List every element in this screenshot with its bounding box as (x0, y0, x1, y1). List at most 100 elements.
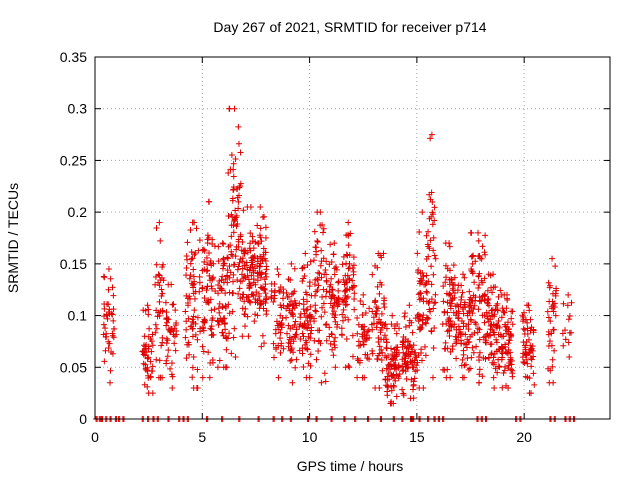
data-point (378, 357, 385, 364)
data-point (216, 300, 223, 307)
data-point (372, 262, 379, 269)
data-point (446, 332, 453, 339)
data-point (287, 357, 294, 364)
data-point (261, 285, 268, 292)
data-point (190, 273, 197, 280)
data-point (209, 317, 216, 324)
data-point (239, 255, 246, 262)
data-point (291, 265, 298, 272)
data-point (186, 351, 193, 358)
data-point (529, 343, 536, 350)
y-axis-label: SRMTID / TECUs (5, 183, 21, 293)
data-point (246, 285, 253, 292)
data-point (216, 357, 223, 364)
data-point (344, 293, 351, 300)
data-point (425, 228, 432, 235)
data-point (451, 281, 458, 288)
data-point (320, 225, 327, 232)
data-point (479, 312, 486, 319)
data-point (468, 267, 475, 274)
data-point (315, 269, 322, 276)
data-point (296, 323, 303, 330)
data-point (237, 233, 244, 240)
data-point (330, 251, 337, 258)
data-point (167, 328, 174, 335)
data-point (139, 348, 146, 355)
data-point (447, 348, 454, 355)
data-point (483, 309, 490, 316)
data-point (346, 251, 353, 258)
data-point (234, 266, 241, 273)
data-point (488, 350, 495, 357)
data-point (313, 308, 320, 315)
data-point (163, 314, 170, 321)
data-point (499, 354, 506, 361)
data-point (425, 300, 432, 307)
data-point (546, 338, 553, 345)
data-point (199, 285, 206, 292)
data-point (256, 290, 263, 297)
data-point (357, 297, 364, 304)
data-point (233, 223, 240, 230)
data-point (100, 321, 107, 328)
data-point (296, 300, 303, 307)
data-point (277, 349, 284, 356)
data-point (342, 292, 349, 299)
data-point (494, 300, 501, 307)
data-point (423, 288, 430, 295)
data-point (378, 324, 385, 331)
data-point (301, 322, 308, 329)
data-point (252, 311, 259, 318)
data-point (311, 292, 318, 299)
data-point (230, 334, 237, 341)
data-point (459, 305, 466, 312)
data-point (432, 299, 439, 306)
data-point (276, 287, 283, 294)
data-point (270, 298, 277, 305)
data-point (338, 325, 345, 332)
data-point (254, 222, 261, 229)
data-point (440, 298, 447, 305)
data-point (425, 315, 432, 322)
data-point (263, 263, 270, 270)
y-tick-label: 0.1 (68, 308, 88, 324)
data-point (545, 331, 552, 338)
data-point (142, 365, 149, 372)
data-point (140, 307, 147, 314)
data-point (224, 267, 231, 274)
data-point (271, 295, 278, 302)
data-point (200, 348, 207, 355)
data-point (155, 271, 162, 278)
data-point (323, 337, 330, 344)
data-point (262, 290, 269, 297)
data-point (447, 374, 454, 381)
data-point (313, 288, 320, 295)
data-point (407, 341, 414, 348)
data-point (411, 349, 418, 356)
data-point (312, 307, 319, 314)
data-point (277, 329, 284, 336)
data-point (545, 279, 552, 286)
data-point (239, 265, 246, 272)
data-point (457, 301, 464, 308)
data-point (417, 270, 424, 277)
data-point (473, 343, 480, 350)
data-point (483, 337, 490, 344)
data-point (278, 304, 285, 311)
data-point (209, 236, 216, 243)
data-point (505, 365, 512, 372)
data-point (429, 374, 436, 381)
data-point (311, 228, 318, 235)
data-point (157, 374, 164, 381)
data-point (256, 297, 263, 304)
data-point (263, 296, 270, 303)
data-point (299, 265, 306, 272)
data-point (349, 265, 356, 272)
data-point (148, 338, 155, 345)
data-point (239, 291, 246, 298)
data-point (158, 286, 165, 293)
data-point (520, 325, 527, 332)
data-point (403, 350, 410, 357)
data-point (423, 232, 430, 239)
data-point (374, 356, 381, 363)
